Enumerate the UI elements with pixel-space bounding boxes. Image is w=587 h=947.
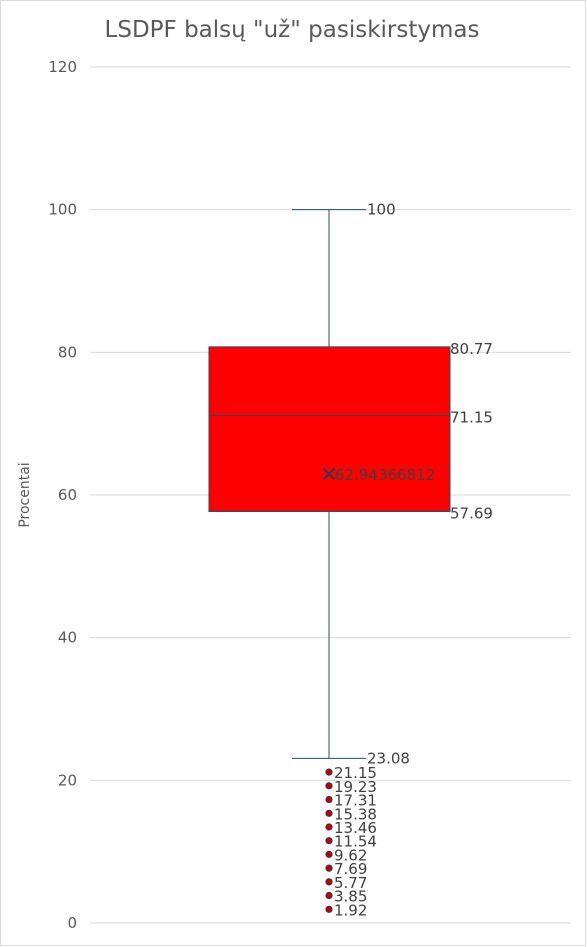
outlier-label-2: 17.31: [334, 792, 377, 810]
label-q1: 57.69: [450, 504, 493, 522]
y-tick-label-40: 40: [58, 629, 77, 647]
outlier-label-4: 13.46: [334, 819, 377, 837]
outlier-label-7: 7.69: [334, 860, 367, 878]
y-tick-label-100: 100: [48, 201, 77, 219]
iqr-box: [208, 346, 451, 512]
label-whisker-low: 23.08: [367, 749, 410, 767]
chart-title: LSDPF balsų "už" pasiskirstymas: [105, 17, 480, 43]
y-axis-ticks: 0 20 40 60 80 100 120: [48, 58, 77, 932]
label-median: 71.15: [450, 408, 493, 426]
outlier-label-1: 19.23: [334, 778, 377, 796]
outlier-label-6: 9.62: [334, 846, 367, 864]
outlier-label-3: 15.38: [334, 805, 377, 823]
label-q3: 80.77: [450, 340, 493, 358]
label-whisker-high: 100: [367, 201, 396, 219]
outlier-point-3: [325, 809, 333, 817]
label-mean: 62.94366812: [335, 466, 435, 484]
outlier-point-4: [325, 823, 333, 831]
y-tick-label-60: 60: [58, 486, 77, 504]
outlier-point-6: [325, 850, 333, 858]
outlier-label-0: 21.15: [334, 764, 377, 782]
outlier-point-8: [325, 878, 333, 886]
outlier-point-1: [325, 782, 333, 790]
outlier-label-5: 11.54: [334, 833, 377, 851]
outlier-point-9: [325, 891, 333, 900]
outlier-label-8: 5.77: [334, 874, 367, 892]
outlier-label-10: 1.92: [334, 901, 367, 919]
y-tick-label-0: 0: [67, 914, 77, 932]
plot-area: 10080.7771.1562.9436681257.6923.0821.151…: [208, 201, 493, 919]
outlier-label-9: 3.85: [334, 888, 367, 906]
outlier-point-2: [325, 795, 333, 804]
y-tick-label-120: 120: [48, 58, 77, 76]
outlier-point-5: [325, 837, 333, 845]
outlier-point-0: [325, 768, 333, 776]
y-tick-label-20: 20: [58, 771, 77, 789]
outlier-point-10: [325, 905, 333, 913]
outlier-point-7: [325, 864, 333, 872]
mean-marker: [322, 467, 336, 481]
y-tick-label-80: 80: [58, 343, 77, 361]
y-axis-title: Procentai: [17, 462, 33, 527]
